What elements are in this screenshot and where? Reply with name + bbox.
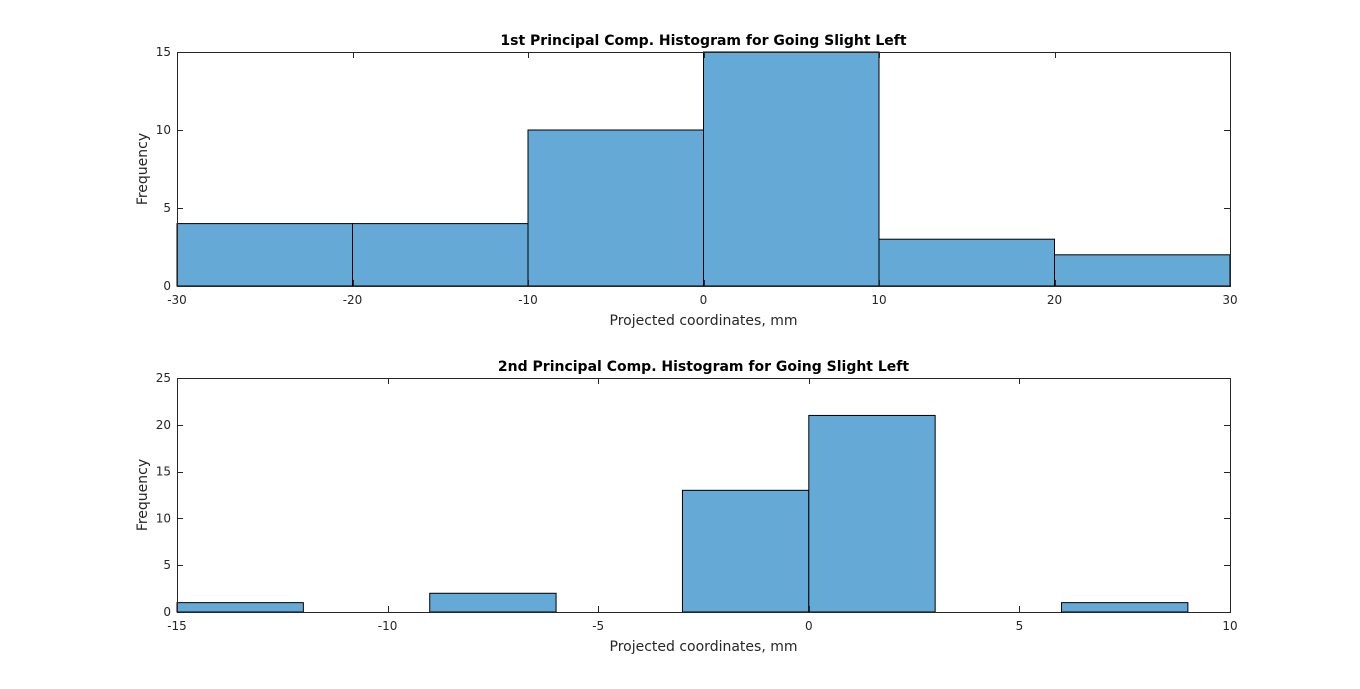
chart-2-bar-2 <box>429 592 557 613</box>
chart-1-xlabel: Projected coordinates, mm <box>610 313 798 329</box>
chart-1-bar-4 <box>878 238 1055 287</box>
chart-1-xtick-label-2: -10 <box>518 293 538 307</box>
chart-2-ytick-label-0: 0 <box>163 605 171 619</box>
chart-1-bar-5 <box>1054 254 1231 287</box>
chart-2-bar-0 <box>176 602 304 613</box>
chart-1-xtick-label-1: -20 <box>343 293 363 307</box>
chart-2-xtick-label-4: 5 <box>1016 619 1024 633</box>
chart-2-bar-5 <box>808 414 936 613</box>
chart-2-title: 2nd Principal Comp. Histogram for Going … <box>498 359 909 375</box>
chart-1-xtick-label-6: 30 <box>1222 293 1237 307</box>
chart-2-ylabel: Frequency <box>135 459 151 531</box>
chart-1-ytick-label-1: 5 <box>163 201 171 215</box>
chart-2-ytick-label-2: 10 <box>156 511 171 525</box>
chart-1-xtick-label-5: 20 <box>1047 293 1062 307</box>
chart-1-xtick-label-0: -30 <box>167 293 187 307</box>
chart-2-xtick-label-1: -10 <box>378 619 398 633</box>
chart-2-xlabel: Projected coordinates, mm <box>610 639 798 655</box>
chart-2-xtick-label-2: -5 <box>592 619 604 633</box>
chart-2-ytick-label-4: 20 <box>156 418 171 432</box>
chart-1-ytick-label-0: 0 <box>163 279 171 293</box>
chart-2-xtick-label-5: 10 <box>1222 619 1237 633</box>
chart-1-bar-2 <box>527 129 704 287</box>
chart-2-bar-4 <box>681 489 810 613</box>
chart-1-ylabel: Frequency <box>135 133 151 205</box>
chart-1st-principal-component: -30 -20 -10 0 10 20 30 0 5 10 15 1st Principal Comp… <box>135 33 1238 329</box>
chart-2-bar-7 <box>1061 602 1189 613</box>
chart-2nd-principal-component: -15 -10 -5 0 5 10 0 5 10 15 20 25 2nd Principal Comp… <box>135 359 1238 655</box>
chart-2-ytick-label-3: 15 <box>156 465 171 479</box>
chart-2-xtick-label-0: -15 <box>167 619 187 633</box>
chart-1-bar-1 <box>352 223 529 287</box>
chart-2-xtick-label-3: 0 <box>805 619 813 633</box>
chart-1-ytick-label-2: 10 <box>156 123 171 137</box>
chart-1-xtick-label-3: 0 <box>700 293 708 307</box>
chart-1-bar-0 <box>176 223 353 287</box>
chart-1-bar-3 <box>703 51 880 287</box>
chart-1-ytick-label-3: 15 <box>156 45 171 59</box>
chart-2-ytick-label-1: 5 <box>163 558 171 572</box>
chart-1-xtick-label-4: 10 <box>871 293 886 307</box>
chart-2-axes-box <box>177 378 1231 613</box>
chart-1-title: 1st Principal Comp. Histogram for Going … <box>500 33 906 49</box>
chart-2-ytick-label-5: 25 <box>156 371 171 385</box>
